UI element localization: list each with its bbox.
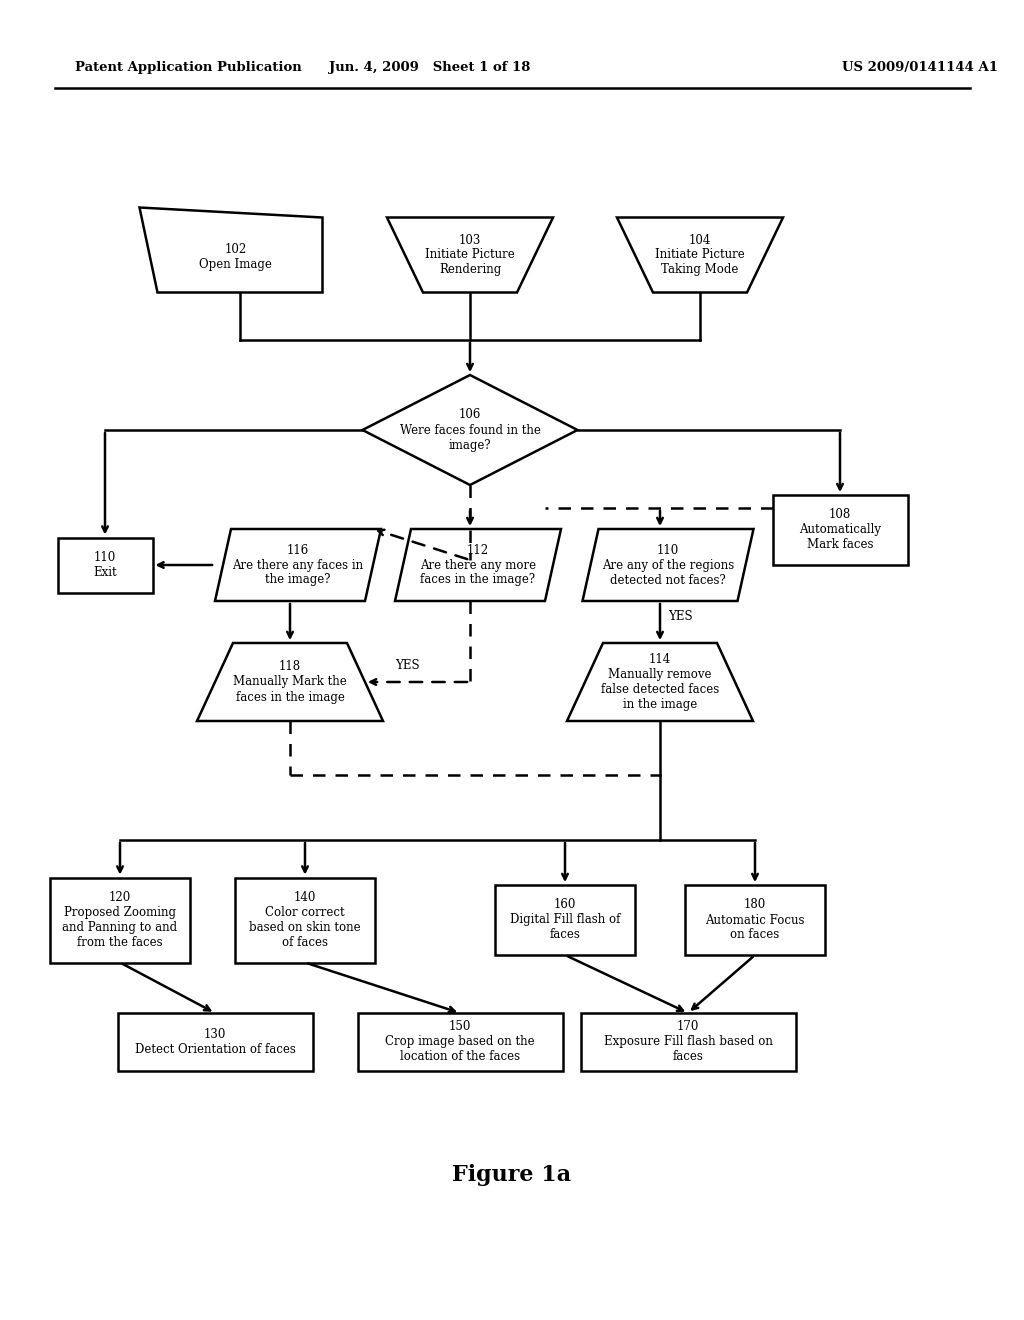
Text: YES: YES — [395, 659, 420, 672]
Text: Patent Application Publication: Patent Application Publication — [75, 62, 302, 74]
Text: 108
Automatically
Mark faces: 108 Automatically Mark faces — [799, 508, 881, 552]
Text: US 2009/0141144 A1: US 2009/0141144 A1 — [842, 62, 998, 74]
Bar — [495, 884, 635, 954]
Text: Jun. 4, 2009   Sheet 1 of 18: Jun. 4, 2009 Sheet 1 of 18 — [330, 62, 530, 74]
Text: Figure 1a: Figure 1a — [453, 1164, 571, 1185]
Bar — [57, 537, 153, 593]
Bar — [685, 884, 825, 954]
Bar — [772, 495, 907, 565]
Text: 170
Exposure Fill flash based on
faces: 170 Exposure Fill flash based on faces — [603, 1020, 772, 1064]
Text: 103
Initiate Picture
Rendering: 103 Initiate Picture Rendering — [425, 234, 515, 276]
Bar — [234, 878, 375, 962]
Text: YES: YES — [668, 610, 692, 623]
Text: 116
Are there any faces in
the image?: 116 Are there any faces in the image? — [232, 544, 364, 586]
Text: 150
Crop image based on the
location of the faces: 150 Crop image based on the location of … — [385, 1020, 535, 1064]
Bar — [50, 878, 190, 962]
Bar — [118, 1012, 312, 1071]
Text: 118
Manually Mark the
faces in the image: 118 Manually Mark the faces in the image — [233, 660, 347, 704]
Text: 130
Detect Orientation of faces: 130 Detect Orientation of faces — [134, 1028, 296, 1056]
Text: 110
Are any of the regions
detected not faces?: 110 Are any of the regions detected not … — [602, 544, 734, 586]
Text: 120
Proposed Zooming
and Panning to and
from the faces: 120 Proposed Zooming and Panning to and … — [62, 891, 177, 949]
Text: 160
Digital Fill flash of
faces: 160 Digital Fill flash of faces — [510, 899, 621, 941]
Text: 104
Initiate Picture
Taking Mode: 104 Initiate Picture Taking Mode — [655, 234, 744, 276]
Text: 110
Exit: 110 Exit — [93, 550, 117, 579]
Text: 112
Are there any more
faces in the image?: 112 Are there any more faces in the imag… — [420, 544, 536, 586]
Text: 102
Open Image: 102 Open Image — [199, 243, 272, 271]
Bar — [581, 1012, 796, 1071]
Bar — [357, 1012, 562, 1071]
Text: 106
Were faces found in the
image?: 106 Were faces found in the image? — [399, 408, 541, 451]
Text: 140
Color correct
based on skin tone
of faces: 140 Color correct based on skin tone of … — [249, 891, 360, 949]
Text: 180
Automatic Focus
on faces: 180 Automatic Focus on faces — [706, 899, 805, 941]
Text: 114
Manually remove
false detected faces
in the image: 114 Manually remove false detected faces… — [601, 653, 719, 711]
